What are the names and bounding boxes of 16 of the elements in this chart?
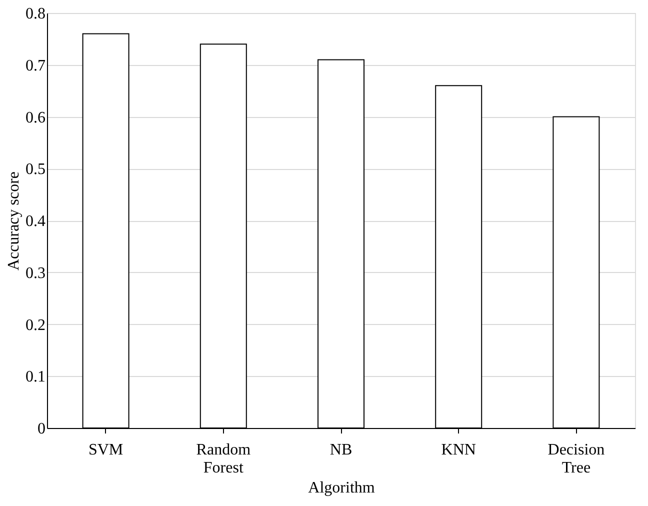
x-tick-label: Random Forest [196, 442, 252, 476]
x-tick-label: SVM [88, 442, 124, 458]
x-tick-label: Decision Tree [548, 442, 605, 476]
y-tick-label: 0.3 [26, 264, 46, 282]
y-axis-title: Accuracy score [6, 171, 22, 271]
x-axis-title: Algorithm [308, 480, 376, 496]
y-tick-label: 0 [38, 420, 46, 438]
y-tick-label: 0.1 [26, 368, 46, 386]
x-tick-label: NB [330, 442, 352, 458]
y-tick-label: 0.2 [26, 316, 46, 334]
y-tick-label: 0.6 [26, 109, 46, 126]
x-tick-label: KNN [441, 442, 476, 458]
y-tick-label: 0.5 [26, 161, 46, 178]
y-tick-label: 0.4 [26, 213, 46, 230]
y-tick-label: 0.7 [26, 57, 46, 74]
y-tick-label: 0.8 [26, 6, 46, 22]
